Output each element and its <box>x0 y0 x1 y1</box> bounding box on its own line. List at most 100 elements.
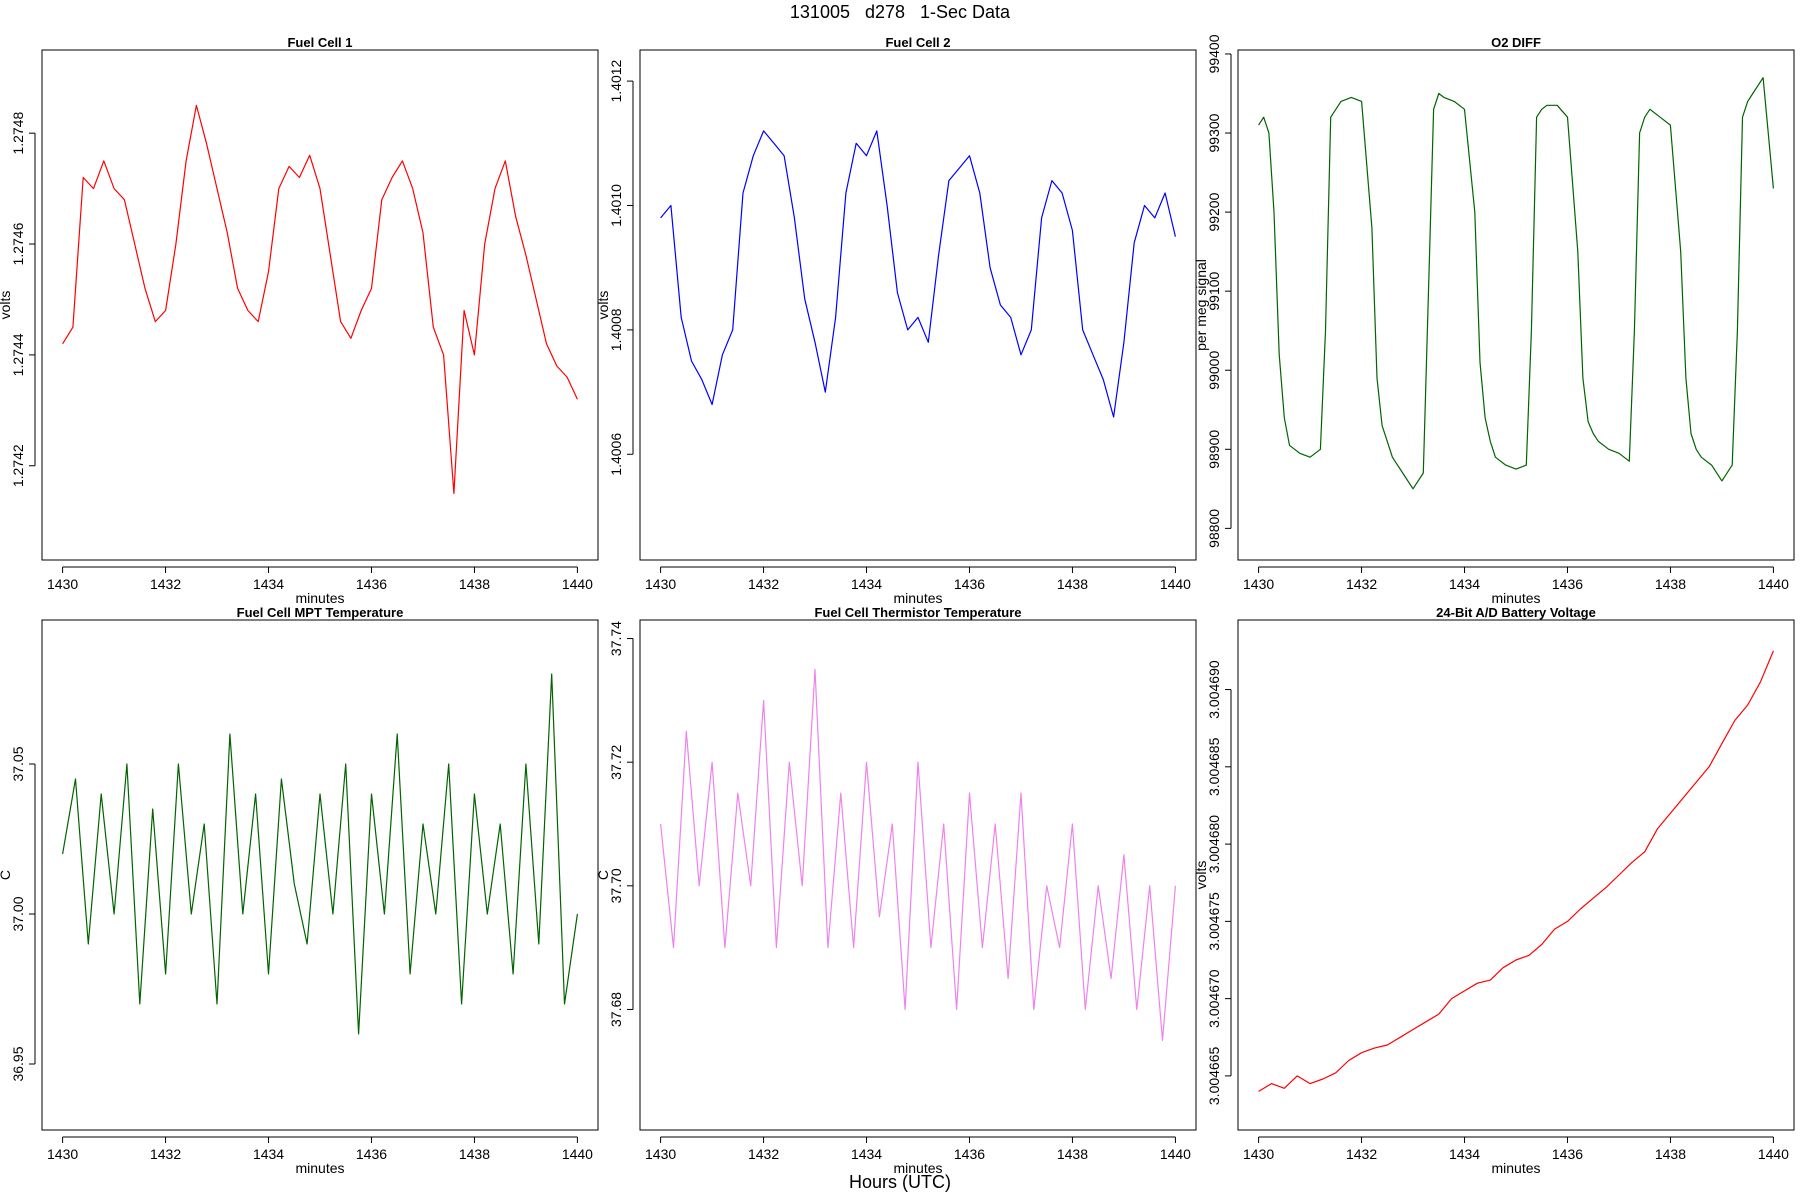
chart-panel-2: Fuel Cell 2 1430 1432 1434 1436 1438 1440 minut… <box>595 35 1197 606</box>
y-tick-label: 1.2746 <box>10 222 26 265</box>
x-tick-label: 1432 <box>748 1146 779 1162</box>
y-tick-label: 3.004690 <box>1206 660 1222 719</box>
x-tick-label: 1436 <box>1552 1146 1583 1162</box>
figure-footer-label: Hours (UTC) <box>849 1172 951 1192</box>
x-tick-label: 1430 <box>1243 1146 1274 1162</box>
chart-title: 24-Bit A/D Battery Voltage <box>1436 605 1596 620</box>
x-tick-label: 1436 <box>954 1146 985 1162</box>
x-axis-label: minutes <box>295 590 344 606</box>
x-axis-label: minutes <box>893 590 942 606</box>
x-tick-label: 1434 <box>1449 1146 1480 1162</box>
y-tick-label: 3.004670 <box>1206 969 1222 1028</box>
y-tick-label: 1.4006 <box>608 433 624 476</box>
y-tick-label: 1.4008 <box>608 308 624 351</box>
y-tick-label: 1.2748 <box>10 112 26 155</box>
x-tick-label: 1440 <box>562 1146 593 1162</box>
y-tick-label: 99300 <box>1206 113 1222 152</box>
x-axis-label: minutes <box>1491 1160 1540 1176</box>
chart-title: Fuel Cell 1 <box>287 35 352 50</box>
x-tick-label: 1434 <box>851 1146 882 1162</box>
y-tick-label: 37.05 <box>10 746 26 781</box>
x-tick-label: 1430 <box>645 1146 676 1162</box>
x-tick-label: 1430 <box>47 1146 78 1162</box>
x-tick-label: 1438 <box>459 576 490 592</box>
chart-panel-5: Fuel Cell Thermistor Temperature 1430 1432… <box>595 605 1197 1176</box>
x-tick-label: 1438 <box>1057 576 1088 592</box>
x-tick-label: 1436 <box>1552 576 1583 592</box>
y-tick-label: 37.74 <box>608 621 624 656</box>
x-tick-label: 1432 <box>150 576 181 592</box>
chart-panel-6: 24-Bit A/D Battery Voltage 1430 1432 1434 14… <box>1193 605 1795 1176</box>
chart-panel-4: Fuel Cell MPT Temperature 1430 1432 1434 143… <box>0 605 599 1176</box>
y-tick-label: 1.2744 <box>10 333 26 376</box>
series-line <box>660 668 1176 1042</box>
y-tick-label: 98900 <box>1206 430 1222 469</box>
y-tick-label: 36.95 <box>10 1046 26 1081</box>
chart-panel-3: O2 DIFF 1430 1432 1434 1436 1438 1440 minutes 98… <box>1193 34 1795 606</box>
series-line <box>1258 77 1774 490</box>
x-tick-label: 1430 <box>47 576 78 592</box>
x-tick-label: 1438 <box>1655 576 1686 592</box>
chart-title: O2 DIFF <box>1491 35 1541 50</box>
y-tick-label: 99400 <box>1206 34 1222 73</box>
y-tick-label: 3.004685 <box>1206 737 1222 796</box>
x-tick-label: 1430 <box>645 576 676 592</box>
y-tick-label: 99000 <box>1206 351 1222 390</box>
chart-title: Fuel Cell MPT Temperature <box>237 605 404 620</box>
x-tick-label: 1434 <box>1449 576 1480 592</box>
plot-frame <box>41 49 599 561</box>
y-tick-label: 1.4012 <box>608 59 624 102</box>
x-tick-label: 1432 <box>748 576 779 592</box>
x-tick-label: 1438 <box>1057 1146 1088 1162</box>
y-axis-label: volts <box>595 291 611 320</box>
plot-frame <box>639 619 1197 1131</box>
y-axis-label: C <box>0 870 13 880</box>
x-tick-label: 1438 <box>1655 1146 1686 1162</box>
y-tick-label: 3.004665 <box>1206 1047 1222 1106</box>
x-tick-label: 1434 <box>253 576 284 592</box>
chart-title: Fuel Cell 2 <box>885 35 950 50</box>
series-line <box>1258 650 1774 1092</box>
y-tick-label: 37.70 <box>608 868 624 903</box>
x-tick-label: 1432 <box>1346 576 1377 592</box>
x-axis-label: minutes <box>893 1160 942 1176</box>
x-tick-label: 1434 <box>851 576 882 592</box>
x-tick-label: 1434 <box>253 1146 284 1162</box>
x-tick-label: 1440 <box>1758 576 1789 592</box>
y-axis-label: volts <box>1193 861 1209 890</box>
y-axis-label: C <box>595 870 611 880</box>
y-tick-label: 99200 <box>1206 192 1222 231</box>
y-tick-label: 98800 <box>1206 509 1222 548</box>
plot-frame <box>41 619 599 1131</box>
x-tick-label: 1436 <box>356 1146 387 1162</box>
y-tick-label: 99100 <box>1206 271 1222 310</box>
x-tick-label: 1440 <box>562 576 593 592</box>
x-tick-label: 1432 <box>150 1146 181 1162</box>
plot-frame <box>639 49 1197 561</box>
x-tick-label: 1436 <box>954 576 985 592</box>
chart-panel-1: Fuel Cell 1 1430 1432 1434 1436 1438 1440 minut… <box>0 35 599 606</box>
y-tick-label: 37.00 <box>10 896 26 931</box>
series-line <box>62 673 578 1035</box>
x-tick-label: 1430 <box>1243 576 1274 592</box>
x-axis-label: minutes <box>1491 590 1540 606</box>
figure-title: 131005 d278 1-Sec Data <box>789 2 1011 22</box>
series-line <box>62 104 578 495</box>
chart-title: Fuel Cell Thermistor Temperature <box>814 605 1021 620</box>
y-tick-label: 3.004680 <box>1206 815 1222 874</box>
series-line <box>660 130 1176 418</box>
plot-frame <box>1237 619 1795 1131</box>
x-tick-label: 1438 <box>459 1146 490 1162</box>
x-axis-label: minutes <box>295 1160 344 1176</box>
x-tick-label: 1440 <box>1758 1146 1789 1162</box>
y-tick-label: 3.004675 <box>1206 892 1222 951</box>
x-tick-label: 1440 <box>1160 576 1191 592</box>
y-axis-label: per meg signal <box>1193 259 1209 351</box>
y-tick-label: 37.68 <box>608 992 624 1027</box>
x-tick-label: 1436 <box>356 576 387 592</box>
y-axis-label: volts <box>0 291 13 320</box>
x-tick-label: 1440 <box>1160 1146 1191 1162</box>
y-tick-label: 1.4010 <box>608 184 624 227</box>
y-tick-label: 37.72 <box>608 744 624 779</box>
